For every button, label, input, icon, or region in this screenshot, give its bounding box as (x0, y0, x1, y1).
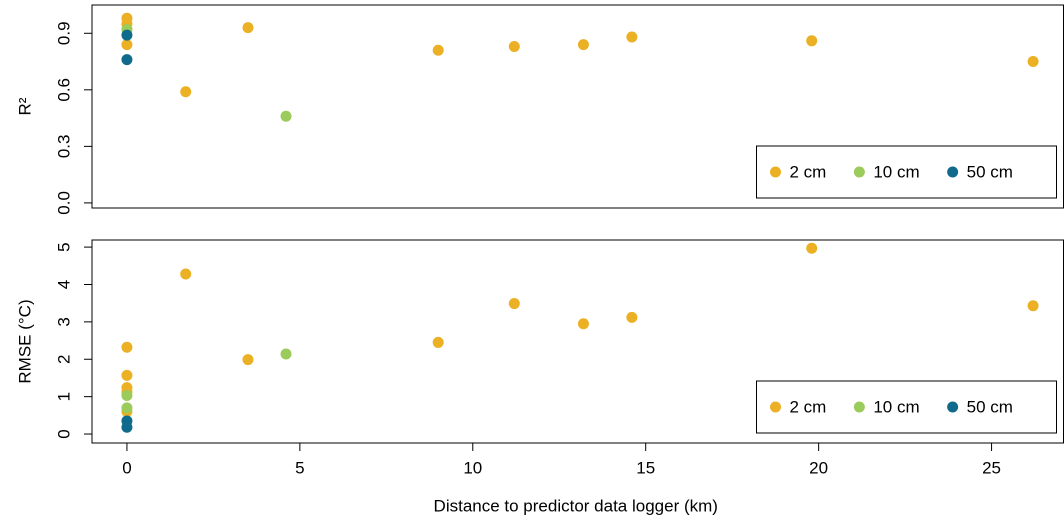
point (806, 242, 818, 254)
point (280, 110, 292, 122)
point (577, 39, 589, 51)
y-tick-label: 0.3 (54, 135, 73, 159)
x-axis-label: Distance to predictor data logger (km) (434, 496, 718, 515)
point (121, 390, 133, 402)
point (121, 369, 133, 381)
x-tick-label: 5 (295, 458, 304, 477)
x-tick-label: 0 (122, 458, 131, 477)
legend-label: 50 cm (967, 397, 1013, 416)
point (626, 311, 638, 323)
point (180, 86, 192, 98)
legend-label: 10 cm (873, 397, 919, 416)
y-tick-label: 3 (54, 317, 73, 326)
point (577, 318, 589, 330)
y-axis-label: RMSE (°C) (15, 299, 34, 383)
legend-swatch (853, 166, 865, 178)
y-tick-label: 4 (54, 280, 73, 289)
point (121, 421, 133, 433)
point (626, 31, 638, 43)
x-tick-label: 20 (809, 458, 828, 477)
y-tick-label: 5 (54, 242, 73, 251)
point (432, 336, 444, 348)
point (508, 298, 520, 310)
legend-box (756, 145, 1057, 199)
legend-swatch (853, 401, 865, 413)
legend-swatch (947, 166, 959, 178)
x-tick-label: 15 (636, 458, 655, 477)
legend-swatch (770, 401, 781, 413)
legend-label: 10 cm (873, 162, 919, 181)
point (121, 39, 133, 51)
point (121, 402, 133, 414)
point (1027, 56, 1039, 68)
legend-swatch (770, 166, 781, 178)
point (180, 268, 192, 280)
y-tick-label: 0 (54, 429, 73, 438)
point (121, 341, 133, 353)
y-axis-label: R² (15, 97, 34, 115)
x-tick-label: 10 (463, 458, 482, 477)
legend-label: 50 cm (967, 162, 1013, 181)
y-tick-label: 0.0 (54, 191, 73, 215)
point (1027, 300, 1039, 312)
point (121, 54, 133, 66)
point (508, 40, 520, 52)
point (806, 35, 818, 47)
legend-label: 2 cm (790, 397, 827, 416)
point (121, 29, 133, 41)
legend-box (756, 380, 1057, 434)
y-tick-label: 0.9 (54, 21, 73, 45)
point (242, 354, 254, 366)
legend-swatch (947, 401, 959, 413)
point (242, 22, 254, 34)
legend-label: 2 cm (790, 162, 827, 181)
y-tick-label: 0.6 (54, 78, 73, 102)
y-tick-label: 2 (54, 355, 73, 364)
x-tick-label: 25 (982, 458, 1001, 477)
point (432, 44, 444, 56)
point (280, 348, 292, 360)
y-tick-label: 1 (54, 392, 73, 401)
